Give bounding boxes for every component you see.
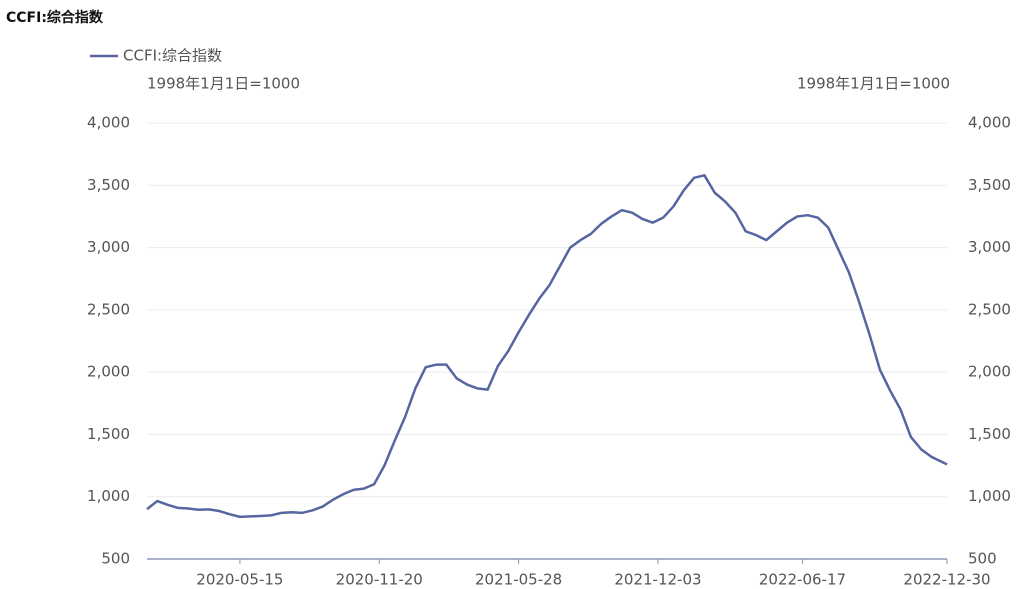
y-tick-label: 4,000	[87, 114, 130, 132]
y-tick-label: 2,000	[87, 363, 130, 381]
y2-tick-label: 3,500	[968, 176, 1011, 194]
legend-label: CCFI:综合指数	[123, 47, 222, 65]
y-tick-label: 1,000	[87, 487, 130, 505]
y-tick-label: 2,500	[87, 300, 130, 318]
y-tick-label: 1,500	[87, 425, 130, 443]
x-tick-label: 2021-05-28	[475, 571, 562, 589]
line-series	[146, 174, 948, 519]
y-tick-label: 500	[101, 550, 130, 568]
y2-axis-label: 1998年1月1日=1000	[797, 75, 950, 93]
x-tick-label: 2022-12-30	[903, 571, 990, 589]
x-tick-label: 2020-05-15	[196, 571, 283, 589]
y2-tick-label: 2,000	[968, 363, 1011, 381]
x-tick-label: 2020-11-20	[336, 571, 423, 589]
y2-tick-label: 500	[968, 550, 997, 568]
x-tick-label: 2022-06-17	[759, 571, 846, 589]
y2-tick-label: 3,000	[968, 238, 1011, 256]
chart-title: CCFI:综合指数	[6, 9, 104, 26]
y2-tick-label: 1,000	[968, 487, 1011, 505]
x-tick-label: 2021-12-03	[614, 571, 701, 589]
y2-tick-label: 2,500	[968, 300, 1011, 318]
y-axis-label: 1998年1月1日=1000	[147, 75, 300, 93]
y2-tick-label: 1,500	[968, 425, 1011, 443]
y2-tick-label: 4,000	[968, 114, 1011, 132]
y-tick-label: 3,500	[87, 176, 130, 194]
y-tick-label: 3,000	[87, 238, 130, 256]
